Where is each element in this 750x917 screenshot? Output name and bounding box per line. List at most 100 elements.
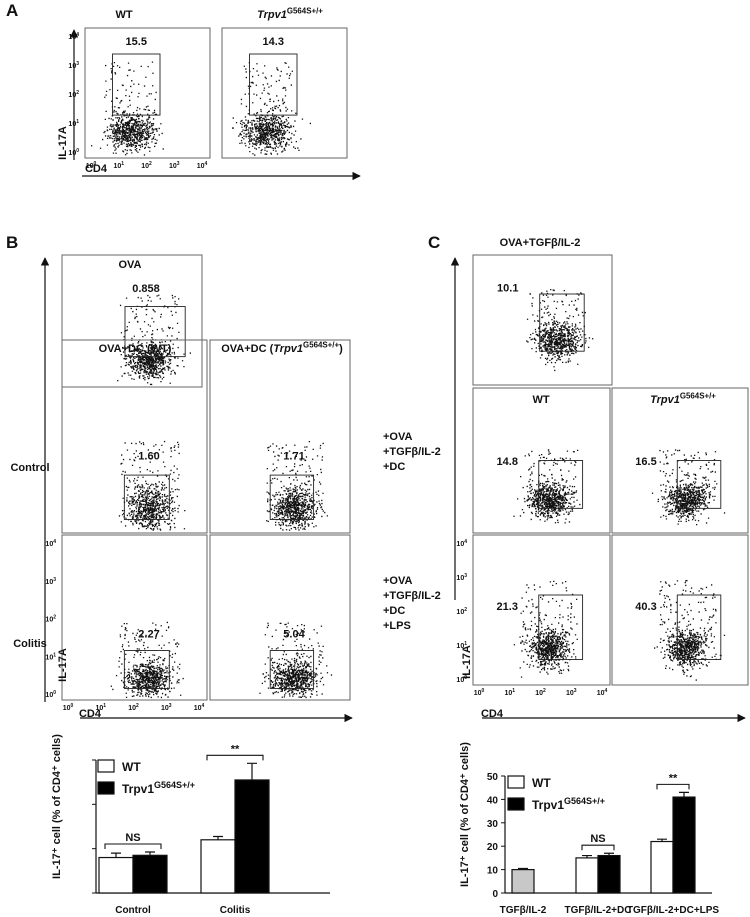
plot-title: OVA: [118, 259, 141, 271]
tick-exp: 3: [574, 688, 577, 694]
error-bar: [604, 852, 614, 856]
x-tick-label: 100: [474, 688, 485, 697]
gate-percent: 14.8: [497, 456, 518, 468]
tick-base: 10: [68, 63, 76, 70]
gate: [269, 650, 315, 689]
y-tick-label: 0: [492, 889, 498, 900]
gate-percent: 1.60: [138, 451, 159, 463]
tick-exp: 0: [71, 703, 74, 709]
bar: [132, 854, 168, 894]
row-label: +TGFβ/IL-2: [383, 590, 441, 602]
gate: [538, 594, 584, 660]
legend-swatch: [97, 759, 115, 773]
legend-swatch: [97, 781, 115, 795]
plot-frame: [221, 27, 348, 159]
tick-exp: 0: [482, 688, 485, 694]
axis-label: IL-17A: [57, 648, 69, 682]
column-title: Trpv1G564S+/+: [650, 392, 716, 406]
tick-exp: 1: [121, 161, 124, 167]
plot-frame: [472, 254, 613, 386]
x-tick-label: 103: [161, 703, 172, 712]
panel-label: B: [6, 233, 18, 252]
tick-base: 10: [197, 163, 205, 170]
bar: [200, 839, 236, 894]
error-bar: [657, 838, 667, 842]
x-tick-label: 102: [128, 703, 139, 712]
cell-dots: [513, 580, 578, 678]
plot-frame: [611, 534, 749, 686]
y-tick-label: 101: [68, 119, 79, 128]
x-tick-label: 101: [113, 161, 124, 170]
gate-percent: 15.5: [126, 36, 147, 48]
gate: [676, 460, 722, 509]
row-label: Control: [10, 462, 49, 474]
tick-base: 10: [194, 705, 202, 712]
y-tick-label: 104: [456, 539, 467, 548]
y-tick-label: 103: [68, 61, 79, 70]
significance-label: **: [231, 743, 240, 755]
significance-bracket: [104, 843, 162, 849]
tick-base: 10: [113, 163, 121, 170]
cell-dots: [91, 61, 164, 156]
tick-exp: 1: [103, 703, 106, 709]
axis-label: IL-17A: [461, 645, 473, 679]
error-bar: [518, 867, 528, 870]
tick-exp: 4: [605, 688, 608, 694]
plot-frame: [209, 339, 351, 534]
x-tick-label: 103: [566, 688, 577, 697]
tick-base: 10: [95, 705, 103, 712]
y-tick-label: 102: [45, 615, 56, 624]
gate-percent: 0.858: [132, 283, 160, 295]
tick-base: 10: [474, 690, 482, 697]
axis-label: IL-17A: [57, 126, 69, 160]
cell-dots: [526, 289, 594, 372]
plot-frame: [84, 27, 211, 159]
y-tick-label: 104: [45, 539, 56, 548]
tick-exp: 3: [177, 161, 180, 167]
tick-exp: 0: [76, 148, 79, 154]
gate-percent: 21.3: [497, 601, 518, 613]
tick-exp: 1: [76, 119, 79, 125]
bar: [575, 857, 599, 894]
legend-entry: Trpv1G564S+/+: [532, 796, 605, 812]
x-tick-label: TGFβ/IL-2: [500, 905, 547, 916]
row-label: +OVA: [383, 431, 413, 443]
plot-frame: [209, 534, 351, 701]
bar: [650, 840, 674, 894]
tick-exp: 4: [76, 32, 79, 38]
bar: [98, 856, 134, 894]
error-bar: [111, 852, 121, 858]
tick-base: 10: [169, 163, 177, 170]
gate-percent: 16.5: [635, 456, 656, 468]
significance-bracket: [206, 754, 264, 761]
plot-frame: [472, 387, 611, 534]
legend-swatch: [507, 775, 525, 789]
tick-base: 10: [45, 579, 53, 586]
gate-percent: 5.04: [283, 628, 305, 640]
tick-exp: 0: [94, 161, 97, 167]
tick-base: 10: [68, 121, 76, 128]
cell-dots: [513, 449, 581, 524]
tick-exp: 4: [202, 703, 205, 709]
tick-exp: 3: [169, 703, 172, 709]
y-tick-label: 103: [45, 577, 56, 586]
y-tick-label: 100: [45, 690, 56, 699]
gate: [124, 306, 186, 358]
column-title: OVA+DC (Trpv1G564S+/+): [221, 341, 343, 355]
axis-label: CD4: [85, 163, 108, 175]
tick-exp: 3: [76, 61, 79, 67]
cell-dots: [259, 622, 333, 699]
plot-title: Trpv1G564S+/+: [257, 7, 323, 21]
axis-label: CD4: [481, 708, 504, 720]
title-text: WT: [532, 394, 549, 406]
y-tick-label: 102: [456, 607, 467, 616]
gate: [123, 650, 170, 689]
gate: [539, 293, 585, 352]
error-bar: [582, 854, 592, 858]
tick-exp: 2: [543, 688, 546, 694]
cell-dots: [117, 294, 191, 386]
bar: [511, 868, 535, 894]
error-bar: [679, 791, 689, 798]
row-label: Colitis: [13, 638, 47, 650]
y-tick-label: 30: [487, 819, 499, 830]
